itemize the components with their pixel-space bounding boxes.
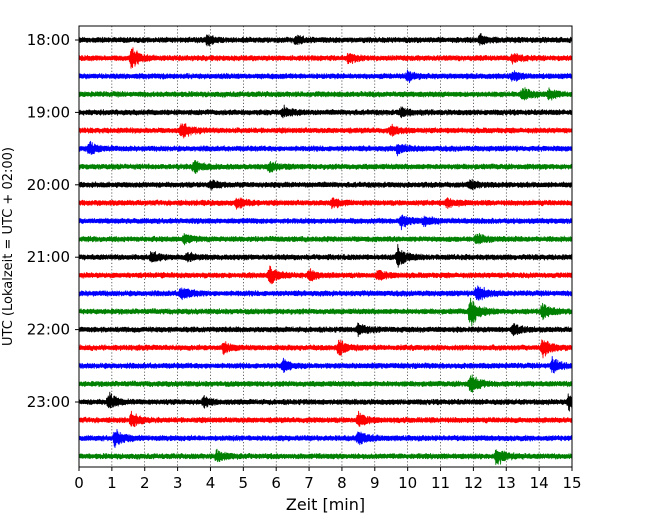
x-tick-label: 4 [206,474,216,492]
trace-1815 [78,47,573,69]
x-tick-label: 12 [464,474,483,492]
plot-frame [78,25,573,468]
trace-2130 [78,285,573,301]
y-tick-label: 21:00 [27,248,70,266]
trace-1945 [78,159,573,175]
x-tick-label: 2 [140,474,150,492]
x-tick-label: 13 [497,474,516,492]
trace-2300 [78,391,573,412]
x-tick-label: 6 [271,474,281,492]
x-axis: 0 1 2 3 4 5 6 7 8 9 10 11 12 13 14 15 [74,467,582,492]
x-tick-label: 11 [431,474,450,492]
trace-1845 [78,87,573,101]
x-tick-label: 7 [304,474,314,492]
trace-2045 [78,232,573,246]
trace-2200 [78,322,573,338]
trace-1915 [78,123,573,139]
y-axis-title: UTC (Lokalzeit = UTC + 02:00) [1,147,16,346]
x-tick-label: 0 [74,474,84,492]
x-tick-label: 14 [530,474,549,492]
trace-2345 [78,448,573,465]
trace-2115 [78,265,573,285]
trace-2315 [78,410,573,428]
x-tick-label: 10 [398,474,417,492]
trace-1830 [78,69,573,84]
seismogram-traces [78,33,573,465]
trace-2100 [78,243,573,268]
y-axis: 18:00 19:00 20:00 21:00 22:00 23:00 [27,31,79,411]
trace-2030 [78,214,573,231]
x-tick-label: 1 [107,474,117,492]
trace-2215 [78,339,573,359]
x-tick-label: 8 [337,474,347,492]
x-tick-label: 9 [370,474,380,492]
x-axis-title: Zeit [min] [286,495,365,514]
trace-1900 [78,104,573,119]
y-tick-label: 20:00 [27,176,70,194]
y-tick-label: 19:00 [27,103,70,121]
trace-1930 [78,140,573,157]
trace-1800 [78,33,573,47]
x-tick-label: 5 [239,474,249,492]
trace-2015 [78,197,573,210]
trace-2145 [78,297,573,327]
trace-2230 [78,355,573,374]
trace-2000 [78,178,573,191]
y-tick-label: 18:00 [27,31,70,49]
trace-2245 [78,374,573,393]
y-tick-label: 22:00 [27,321,70,339]
x-tick-label: 15 [562,474,581,492]
trace-2330 [78,429,573,449]
x-tick-label: 3 [173,474,183,492]
y-tick-label: 23:00 [27,393,70,411]
